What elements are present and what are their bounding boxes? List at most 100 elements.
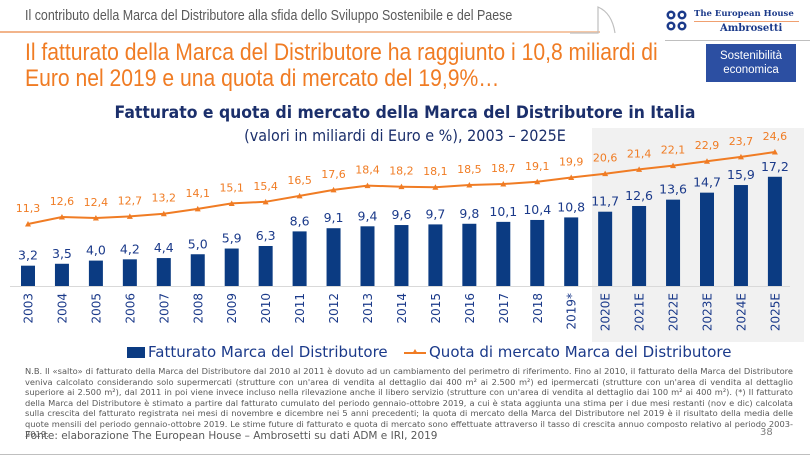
line-label: 18,7: [491, 162, 516, 175]
bar-2023E: [700, 192, 714, 286]
line-marker: [228, 200, 235, 206]
legend-line-swatch: [404, 347, 426, 358]
line-label: 15,4: [253, 180, 278, 193]
line-label: 22,9: [695, 139, 720, 152]
bar-label: 6,3: [256, 228, 276, 243]
bar-label: 4,2: [120, 241, 140, 256]
line-label: 11,3: [16, 202, 41, 215]
x-tick-label: 2013: [361, 293, 375, 324]
line-label: 20,6: [593, 152, 618, 165]
header-divider: [0, 31, 600, 33]
x-tick-label: 2010: [259, 293, 273, 324]
bar-2024E: [733, 185, 748, 286]
line-label: 12,7: [118, 194, 143, 207]
bar-2019*: [564, 217, 579, 286]
line-marker: [330, 186, 337, 193]
logo-icon: [666, 10, 687, 31]
bar-2004: [54, 263, 69, 286]
line-label: 18,4: [355, 164, 380, 177]
logo-divider: [665, 40, 810, 41]
line-marker: [602, 170, 609, 177]
line-marker: [500, 180, 507, 187]
x-tick-label: 2004: [55, 293, 69, 324]
line-marker: [704, 158, 710, 164]
x-tick-label: 2011: [293, 293, 307, 324]
legend-label-revenue: Fatturato Marca del Distributore: [148, 343, 388, 361]
x-tick-label: 2007: [157, 293, 171, 324]
x-tick-label: 2019*: [565, 293, 579, 330]
bar-2015: [428, 224, 443, 286]
bar-2010: [258, 245, 273, 286]
bar-2003: [21, 265, 35, 286]
x-tick-label: 2009: [225, 293, 239, 324]
bar-label: 10,8: [557, 199, 585, 214]
line-label: 19,9: [559, 155, 584, 168]
bar-label: 9,6: [392, 207, 412, 222]
line-marker: [58, 213, 65, 220]
section-title: Il contributo della Marca del Distributo…: [25, 8, 513, 24]
x-tick-label: 2008: [191, 293, 205, 324]
line-label: 21,4: [627, 147, 652, 160]
bar-label: 14,7: [693, 175, 721, 190]
x-tick-label: 2017: [497, 293, 511, 324]
line-label: 23,7: [729, 135, 754, 148]
x-tick-label: 2018: [531, 293, 545, 324]
bar-2022E: [666, 199, 681, 286]
x-tick-label: 2024E: [734, 293, 748, 331]
line-marker: [126, 213, 133, 219]
logo-text-line2: Ambrosetti: [720, 23, 783, 34]
bar-2018: [530, 219, 545, 286]
line-marker: [432, 184, 439, 190]
bar-label: 12,6: [625, 188, 653, 203]
line-marker: [262, 198, 269, 205]
legend-bar-swatch: [127, 346, 145, 358]
line-label: 19,1: [525, 160, 550, 173]
line-label: 18,1: [423, 165, 448, 178]
bar-label: 9,1: [324, 210, 344, 225]
bar-label: 4,0: [86, 243, 106, 258]
x-tick-label: 2012: [327, 293, 341, 324]
x-tick-label: 2022E: [667, 293, 681, 331]
bar-label: 5,0: [188, 236, 208, 251]
source-note: Fonte: elaborazione The European House –…: [25, 430, 438, 442]
x-tick-label: 2020E: [599, 293, 613, 331]
bar-2011: [292, 231, 307, 286]
bar-2007: [156, 258, 171, 286]
bar-label: 13,6: [659, 182, 687, 197]
line-label: 15,1: [219, 181, 244, 194]
x-tick-label: 2006: [123, 293, 137, 324]
line-label: 13,2: [152, 192, 177, 205]
bar-2005: [88, 260, 103, 286]
bar-label: 9,4: [358, 208, 378, 223]
bar-label: 4,4: [154, 240, 174, 255]
line-marker: [194, 205, 201, 212]
line-label: 12,6: [50, 195, 75, 208]
logo-text-line1: The European House: [694, 9, 794, 19]
bar-2008: [190, 254, 205, 286]
line-marker: [160, 210, 167, 217]
line-marker: [534, 178, 541, 185]
line-marker: [568, 174, 575, 180]
legend-item-share: Quota di mercato Marca del Distributore: [404, 343, 732, 361]
line-marker: [670, 162, 677, 169]
bar-2013: [360, 226, 375, 286]
line-marker: [771, 149, 778, 155]
bar-label: 9,7: [425, 206, 445, 221]
bar-label: 10,4: [523, 202, 551, 217]
badge-line2: economica: [723, 64, 779, 76]
line-marker: [92, 215, 99, 221]
bar-2021E: [632, 205, 647, 286]
x-tick-label: 2015: [429, 293, 443, 324]
bar-2016: [462, 223, 477, 286]
line-label: 22,1: [661, 144, 686, 157]
legend-label-share: Quota di mercato Marca del Distributore: [429, 343, 732, 361]
badge-line1: Sostenibilità: [719, 50, 782, 62]
logo: The European House Ambrosetti: [665, 6, 810, 38]
bar-label: 17,2: [761, 159, 789, 174]
bar-2020E: [598, 211, 613, 286]
bar-2025E: [767, 176, 782, 286]
bar-2014: [394, 225, 409, 286]
x-tick-label: 2005: [89, 293, 103, 324]
bar-label: 8,6: [290, 213, 310, 228]
